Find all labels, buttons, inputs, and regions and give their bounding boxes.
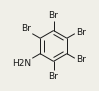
Text: Br: Br xyxy=(21,24,31,33)
Text: H2N: H2N xyxy=(12,59,31,68)
Text: Br: Br xyxy=(76,55,86,64)
Text: Br: Br xyxy=(49,72,59,81)
Text: Br: Br xyxy=(76,28,86,37)
Text: Br: Br xyxy=(49,11,59,20)
